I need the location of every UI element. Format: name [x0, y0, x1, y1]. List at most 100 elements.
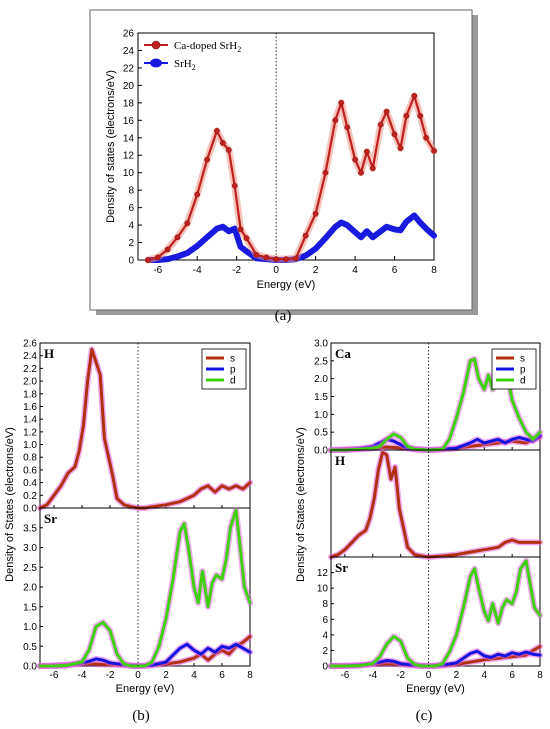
ca-doped-point: [369, 165, 376, 172]
ca-doped-point: [164, 246, 171, 253]
y-tick-label: 16: [123, 116, 135, 127]
legend-d-label: d: [230, 376, 236, 387]
x-tick-label: -4: [368, 670, 377, 681]
y-tick-label: 3.0: [314, 339, 328, 350]
ca-doped-point: [312, 210, 319, 217]
ca-doped-point: [214, 127, 220, 134]
panel-b-caption: (b): [132, 708, 150, 724]
y-tick-label: 0: [322, 662, 328, 673]
series-sr-d-line: [329, 559, 542, 668]
ca-doped-point: [352, 156, 358, 163]
legend-s-label: s: [230, 354, 235, 365]
ca-doped-point: [332, 117, 339, 124]
x-tick-label: 2: [313, 265, 319, 276]
y-tick-label: 1.6: [23, 402, 37, 413]
ca-doped-point: [154, 254, 161, 261]
ca-doped-point: [273, 256, 279, 262]
legend-d-label: d: [520, 376, 526, 387]
ca-doped-point: [344, 124, 351, 131]
series-sr-p-line: [38, 642, 252, 668]
y-tick-label: 10: [123, 168, 135, 179]
legend-s-label: s: [520, 354, 525, 365]
element-label-ca: Ca: [335, 346, 351, 361]
y-axis-label: Density of States (electrons/eV): [295, 427, 307, 582]
y-tick-label: 14: [123, 133, 135, 144]
x-tick-label: 0: [135, 670, 141, 681]
y-tick-label: 2: [128, 238, 134, 249]
y-tick-label: 4: [322, 630, 328, 641]
series-sr-d-line-halo: [328, 557, 543, 669]
legend-p-label: p: [520, 365, 526, 376]
series-h-s-line: [329, 450, 542, 559]
y-tick-label: 12: [317, 568, 329, 579]
y-tick-label: 1.0: [23, 440, 37, 451]
panel-a-box: [89, 9, 473, 311]
ca-doped-point: [283, 256, 289, 262]
panel-b-plot: 0.00.20.40.60.81.01.21.41.61.82.02.22.42…: [4, 339, 253, 696]
panel-c-caption: (c): [416, 708, 433, 724]
ca-doped-point: [253, 251, 260, 258]
y-tick-label: 22: [123, 63, 135, 74]
subpanel-frame-sr: [330, 556, 541, 667]
y-tick-label: 4: [128, 221, 134, 232]
x-axis-label: Energy (eV): [257, 279, 316, 291]
series-sr-d-line: [38, 508, 252, 668]
x-tick-label: -6: [50, 670, 59, 681]
ca-doped-point: [423, 134, 429, 141]
y-tick-label: 2.0: [23, 377, 37, 388]
element-label-sr: Sr: [44, 511, 57, 526]
x-axis-label: Energy (eV): [406, 683, 465, 695]
y-tick-label: 1.0: [23, 622, 37, 633]
x-tick-label: -2: [396, 670, 405, 681]
y-tick-label: 3.0: [23, 543, 37, 554]
x-tick-label: 4: [352, 265, 358, 276]
y-tick-label: 0.2: [23, 491, 37, 502]
ca-doped-point: [338, 99, 345, 106]
y-tick-label: 6: [322, 615, 328, 626]
x-tick-label: 6: [509, 670, 515, 681]
ca-doped-point: [145, 257, 151, 263]
y-tick-label: 20: [123, 81, 135, 92]
ca-doped-point: [184, 220, 191, 227]
ca-doped-point: [225, 147, 232, 153]
x-tick-label: 0: [273, 265, 279, 276]
legend-srh2-marker: [150, 58, 162, 68]
ca-doped-point: [302, 232, 309, 239]
y-tick-label: 6: [128, 203, 134, 214]
y-tick-label: 3.5: [23, 523, 37, 534]
ca-doped-point: [377, 121, 384, 128]
subpanel-frame-sr: [39, 507, 251, 667]
ca-doped-point: [383, 108, 390, 115]
x-tick-label: -4: [78, 670, 87, 681]
x-tick-label: 6: [219, 670, 225, 681]
element-label-h: H: [335, 453, 345, 468]
ca-doped-point: [231, 182, 238, 189]
x-tick-label: -4: [193, 265, 202, 276]
y-tick-label: 8: [322, 599, 328, 610]
ca-doped-point: [243, 235, 250, 242]
x-tick-label: 2: [454, 670, 460, 681]
ca-doped-point: [237, 226, 244, 233]
series-h-s-line: [38, 347, 252, 510]
element-label-h: H: [44, 346, 54, 361]
y-tick-label: 0.0: [23, 662, 37, 673]
ca-doped-point: [431, 148, 437, 154]
y-tick-label: 8: [128, 186, 134, 197]
y-tick-label: 2.2: [23, 364, 37, 375]
ca-doped-point: [220, 140, 226, 146]
x-tick-label: 6: [392, 265, 398, 276]
element-label-sr: Sr: [335, 560, 348, 575]
ca-doped-point: [322, 169, 329, 176]
legend-srh2-label: SrH2: [174, 58, 196, 72]
x-tick-label: 8: [537, 670, 543, 681]
ca-doped-point: [358, 169, 364, 176]
ca-doped-point: [174, 234, 181, 241]
y-tick-label: 1.4: [23, 415, 37, 426]
legend-ca-doped-label: Ca-doped SrH2: [174, 40, 241, 54]
series-srh2-line: [144, 212, 437, 263]
ca-doped-point: [411, 93, 418, 99]
x-tick-label: -2: [106, 670, 115, 681]
y-axis-label: Density of States (electrons/eV): [4, 427, 16, 582]
x-tick-label: 4: [191, 670, 197, 681]
